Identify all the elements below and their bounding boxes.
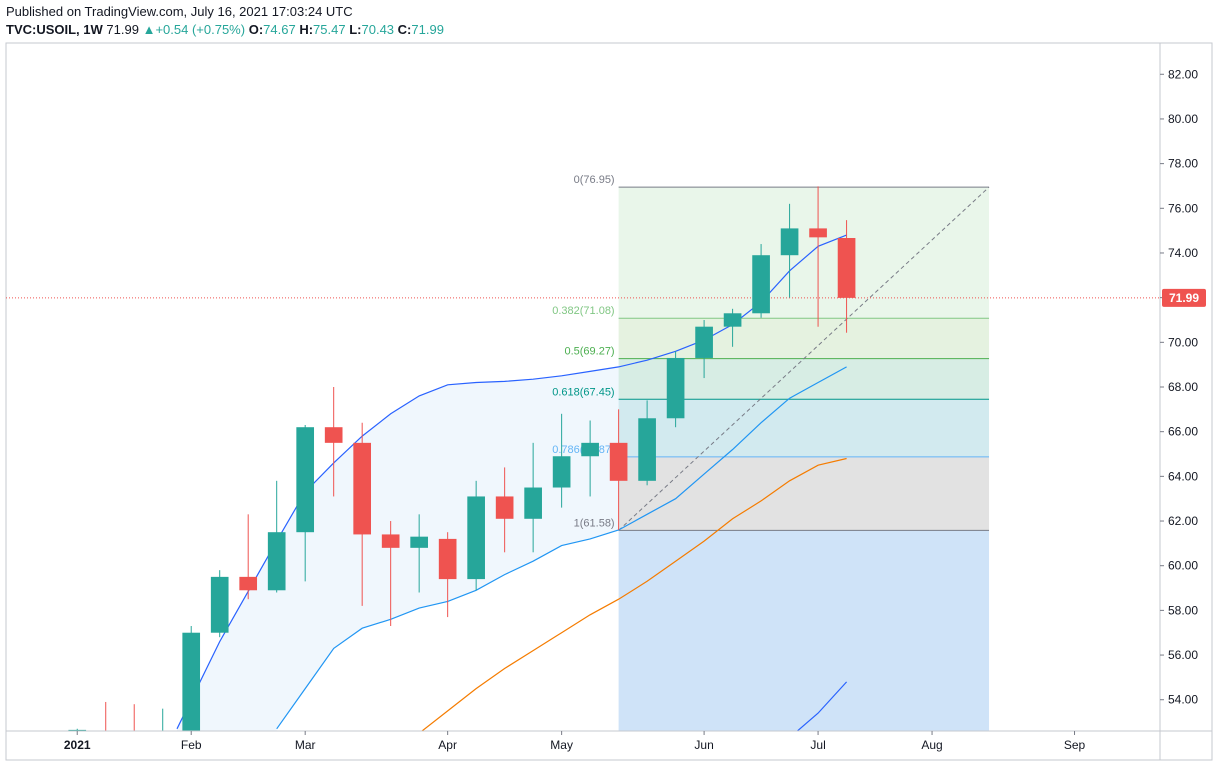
fib-level-label: 0.618(67.45) xyxy=(552,386,614,398)
candle-body xyxy=(68,729,87,731)
time-tick-label: Jun xyxy=(694,738,713,752)
time-tick-label: Jul xyxy=(810,738,825,752)
price-tick-label: 80.00 xyxy=(1168,112,1198,126)
candle-body xyxy=(239,576,258,591)
ema-lower-line xyxy=(796,681,848,731)
low-label: L: xyxy=(349,22,362,37)
open-label: O: xyxy=(248,22,264,37)
candle-body xyxy=(182,632,201,731)
fib-trend-line xyxy=(618,186,990,531)
candle-body xyxy=(267,532,286,591)
candle-body xyxy=(438,538,457,580)
time-tick-label: Feb xyxy=(181,738,202,752)
candle-body xyxy=(666,357,685,419)
candle-body xyxy=(524,487,542,519)
close-value: 71.99 xyxy=(411,22,444,37)
price-tick-label: 68.00 xyxy=(1168,380,1198,394)
price-tick-label: 64.00 xyxy=(1168,469,1198,483)
published-note: Published on TradingView.com, July 16, 2… xyxy=(6,4,353,19)
time-tick-label: Aug xyxy=(921,738,942,752)
fib-level-label: 0.5(69.27) xyxy=(564,346,614,358)
high-label: H: xyxy=(299,22,314,37)
candle-body xyxy=(381,534,400,548)
last-price: 71.99 xyxy=(106,22,139,37)
candle-body xyxy=(210,576,229,633)
price-tick-label: 54.00 xyxy=(1168,693,1198,707)
candle-body xyxy=(609,442,628,481)
fib-zone xyxy=(618,456,990,531)
fib-zone xyxy=(618,187,990,319)
fib-level-label: 0(76.95) xyxy=(574,174,615,186)
candle-body xyxy=(324,427,343,443)
price-tick-label: 66.00 xyxy=(1168,425,1198,439)
time-tick-label: Mar xyxy=(295,738,316,752)
close-label: C: xyxy=(397,22,412,37)
up-arrow-icon: ▲ xyxy=(142,22,156,37)
candle-body xyxy=(495,496,514,519)
last-price-badge-label: 71.99 xyxy=(1169,291,1199,305)
candle-body xyxy=(353,442,372,535)
high-value: 75.47 xyxy=(313,22,346,37)
fib-retracement[interactable]: 0(76.95) 0.382(71.08) 0.5(69.27) 0.618(67.4… xyxy=(552,174,990,731)
candle-body xyxy=(723,313,742,327)
candle-body xyxy=(467,496,485,580)
axes: 54.00 56.00 58.00 60.00 62.00 64.00 66.00 68.00… xyxy=(6,43,1212,760)
ema-slow-line xyxy=(421,457,847,731)
price-change: +0.54 (+0.75%) xyxy=(155,22,246,37)
low-value: 70.43 xyxy=(361,22,395,37)
candle-body xyxy=(695,326,713,358)
fib-zone xyxy=(618,318,990,359)
price-tick-label: 60.00 xyxy=(1168,559,1198,573)
fib-level-label: 1(61.58) xyxy=(574,517,615,529)
chart-header: Published on TradingView.com, July 16, 2… xyxy=(6,3,444,39)
price-tick-label: 70.00 xyxy=(1168,335,1198,349)
candle-body xyxy=(296,427,315,533)
price-tick-label: 74.00 xyxy=(1168,246,1198,260)
price-tick-label: 62.00 xyxy=(1168,514,1198,528)
time-tick-label: Apr xyxy=(438,738,457,752)
last-price-badge xyxy=(1162,288,1206,307)
ema-fast-line xyxy=(176,234,847,730)
candle-body xyxy=(410,536,428,548)
candle-body xyxy=(837,238,856,298)
moving-averages xyxy=(6,234,1160,731)
price-tick-label: 78.00 xyxy=(1168,157,1198,171)
open-value: 74.67 xyxy=(263,22,296,37)
time-tick-label: Sep xyxy=(1064,738,1086,752)
candles xyxy=(68,186,856,731)
time-tick-label: May xyxy=(550,738,573,752)
ema-mid-line xyxy=(276,366,847,730)
symbol-legend: TVC:USOIL, 1W 71.99 ▲+0.54 (+0.75%) O:74… xyxy=(6,21,444,39)
candle-body xyxy=(809,228,827,238)
fib-level-label: 0.382(71.08) xyxy=(552,305,614,317)
price-tick-label: 82.00 xyxy=(1168,67,1198,81)
candle-body xyxy=(581,442,599,457)
candle-body xyxy=(752,255,770,314)
candle-body xyxy=(552,456,571,488)
candle-body xyxy=(638,418,656,481)
symbol-name[interactable]: TVC:USOIL, 1W xyxy=(6,22,103,37)
price-tick-label: 58.00 xyxy=(1168,603,1198,617)
candle-body xyxy=(780,228,799,256)
price-tick-label: 56.00 xyxy=(1168,648,1198,662)
fib-zone xyxy=(618,530,990,731)
time-tick-label: 2021 xyxy=(64,738,91,752)
price-tick-label: 76.00 xyxy=(1168,201,1198,215)
